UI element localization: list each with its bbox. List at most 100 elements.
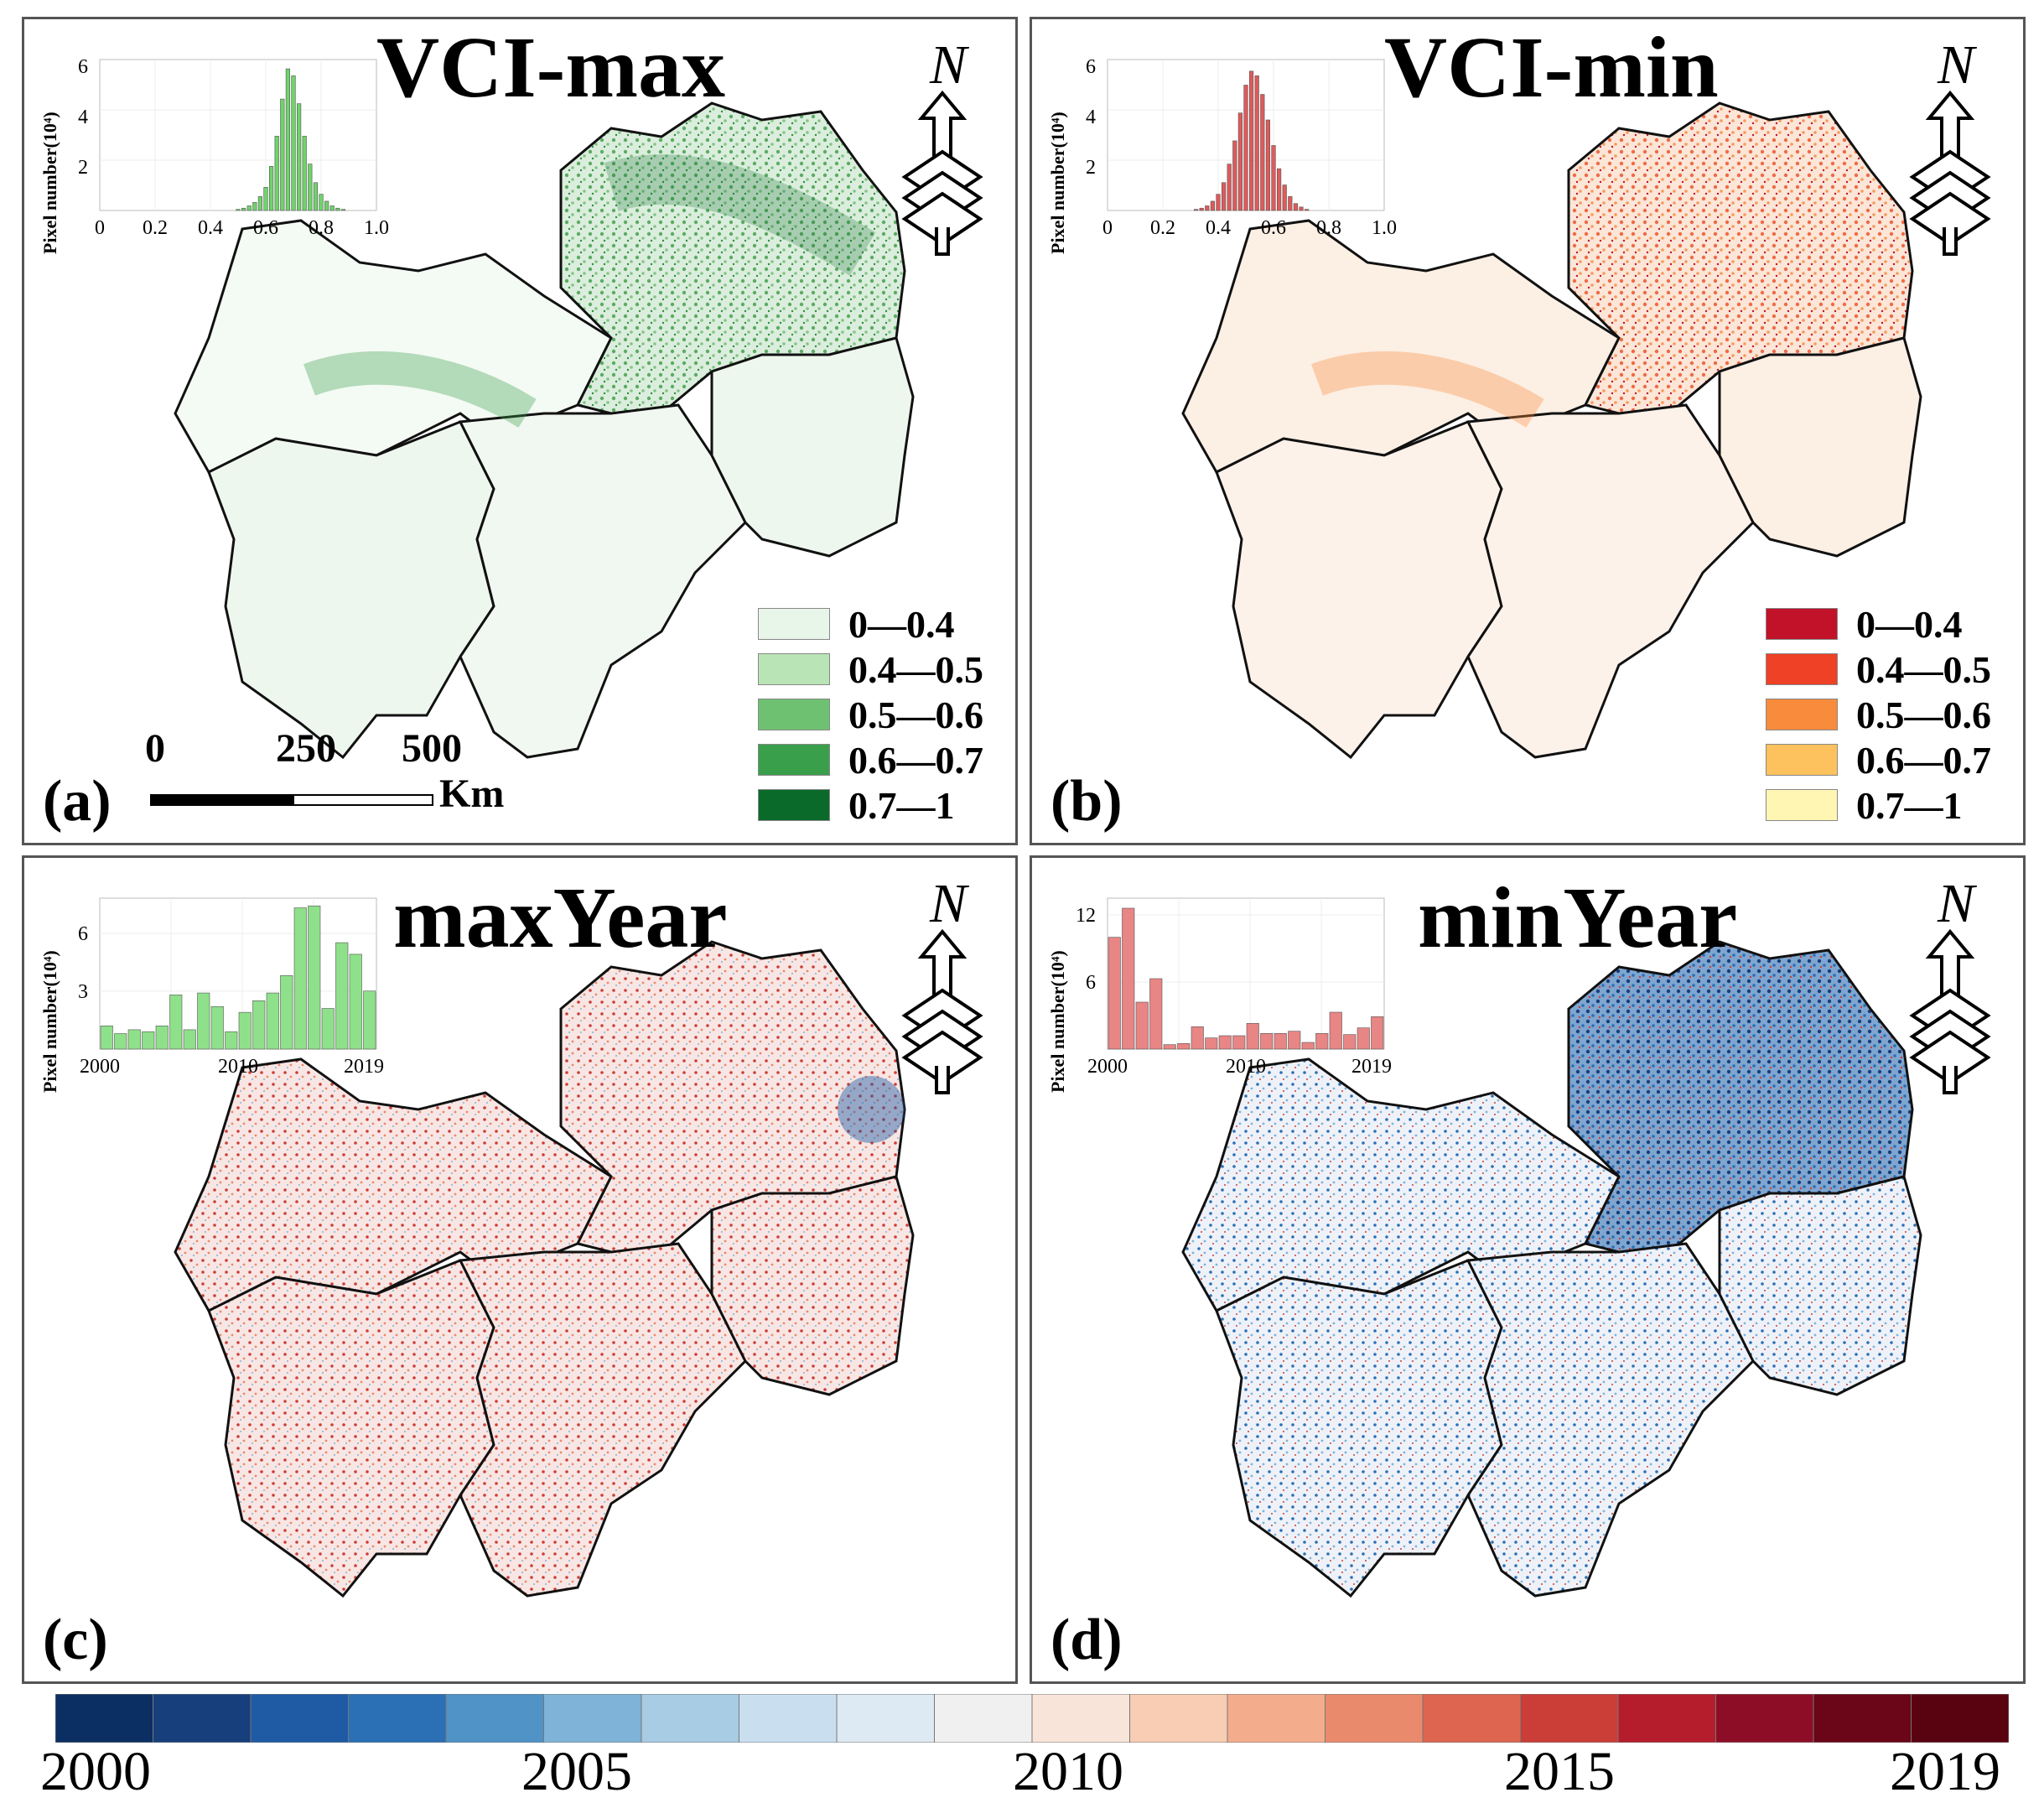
histogram-bar (1246, 1023, 1259, 1050)
x-tick: 0 (95, 217, 105, 239)
histogram-bar (291, 75, 296, 211)
panel-title: minYear (1418, 870, 1738, 966)
histogram-bar (308, 905, 321, 1050)
north-arrow-icon: N (901, 873, 983, 1094)
panel-min-year: minYear Pixel number(10⁴) 12 6 2000 2010… (1030, 855, 2026, 1684)
histogram-bar (1163, 1044, 1176, 1050)
colorbar-segment (1911, 1694, 2009, 1743)
x-tick: 2000 (80, 1056, 120, 1078)
north-arrow-icon: N (1909, 873, 1991, 1094)
y-tick: 6 (78, 923, 88, 945)
legend-swatch (1766, 744, 1838, 776)
svg-text:N: N (1937, 873, 1978, 934)
histogram-bar (241, 207, 246, 211)
histogram-bar (114, 1033, 127, 1050)
legend-label: 0—0.4 (848, 602, 955, 646)
legend-item: 0.5—0.6 (1766, 692, 1991, 737)
histogram-bar (197, 992, 210, 1050)
panel-letter: (b) (1051, 769, 1123, 834)
colorbar-segment (934, 1694, 1033, 1743)
histogram-bar (155, 1026, 169, 1050)
svg-text:N: N (929, 34, 970, 96)
histogram-bar (1260, 1033, 1274, 1050)
histogram-bar (268, 166, 274, 211)
histogram-bar (1293, 203, 1299, 211)
histogram-bar (1232, 140, 1237, 211)
legend-label: 0.5—0.6 (848, 693, 983, 736)
legend-swatch (758, 608, 830, 640)
histogram-bar (329, 205, 335, 211)
colorbar-segment (1227, 1694, 1325, 1743)
y-tick: 6 (1086, 972, 1096, 994)
svg-text:N: N (929, 873, 970, 934)
histogram-bar (1315, 1033, 1329, 1050)
histogram-bar (1288, 1031, 1301, 1050)
legend-item: 0.4—0.5 (1766, 647, 1991, 692)
x-tick: 1.0 (1372, 217, 1397, 239)
legend: 0—0.4 0.4—0.5 0.5—0.6 0.6—0.7 0.7—1 (758, 601, 983, 828)
legend-swatch (1766, 789, 1838, 821)
histogram-bar (308, 164, 313, 211)
x-tick: 2010 (218, 1056, 258, 1078)
y-tick: 6 (1086, 56, 1096, 78)
x-tick: 0.6 (253, 217, 278, 239)
x-tick: 0.4 (198, 217, 223, 239)
histogram-bar (1274, 1033, 1287, 1050)
colorbar-segment (445, 1694, 544, 1743)
histogram-bar (127, 1029, 141, 1050)
y-axis-label: Pixel number(10⁴) (1047, 950, 1068, 1093)
x-tick: 0.4 (1206, 217, 1231, 239)
colorbar-label: 2015 (1504, 1741, 1615, 1802)
histogram-bar (296, 103, 302, 211)
colorbar-segment (1520, 1694, 1619, 1743)
x-tick: 1.0 (364, 217, 389, 239)
scale-tick: 500 (402, 726, 462, 771)
panel-letter: (c) (43, 1608, 108, 1672)
max-year-map (174, 940, 915, 1598)
histogram-bar (169, 995, 183, 1050)
colorbar-label: 2000 (40, 1741, 151, 1802)
histogram-bar (1177, 1043, 1191, 1050)
x-tick: 0.2 (143, 217, 168, 239)
histogram-bar (1288, 196, 1293, 211)
x-tick: 0.8 (1316, 217, 1341, 239)
colorbar-label: 2019 (1890, 1741, 2000, 1802)
y-tick: 4 (1086, 107, 1096, 128)
histogram-bar (363, 990, 376, 1050)
max-year-histogram: Pixel number(10⁴) 6 3 2000 2010 2019 (39, 897, 384, 1093)
histogram-bar (285, 68, 291, 211)
histogram-bar (280, 98, 285, 211)
x-tick: 2010 (1226, 1056, 1266, 1078)
min-year-histogram: Pixel number(10⁴) 12 6 2000 2010 2019 (1047, 897, 1392, 1093)
histogram-bar (349, 953, 362, 1050)
legend-label: 0.6—0.7 (848, 738, 983, 782)
x-tick: 0 (1102, 217, 1113, 239)
legend-label: 0.5—0.6 (1856, 693, 1991, 736)
vci-min-histogram: Pixel number(10⁴) 6 4 2 0 0.2 0.4 0.6 0.… (1047, 56, 1397, 254)
histogram-bar (324, 200, 329, 211)
histogram-bar (293, 907, 307, 1050)
region-outline (1181, 101, 1922, 760)
legend-swatch (758, 789, 830, 821)
colorbar-segment (1422, 1694, 1521, 1743)
histogram-bar (1210, 200, 1216, 211)
legend-swatch (758, 744, 830, 776)
y-axis-label: Pixel number(10⁴) (39, 950, 60, 1093)
histogram-bar (319, 194, 324, 211)
histogram-bar (252, 202, 257, 211)
histogram-bar (1135, 1001, 1149, 1050)
histogram-bar (257, 196, 263, 211)
histogram-bar (1243, 85, 1248, 211)
x-tick: 0.8 (309, 217, 334, 239)
legend-swatch (1766, 608, 1838, 640)
colorbar-label: 2005 (521, 1741, 632, 1802)
legend-swatch (758, 699, 830, 730)
panel-title: VCI-min (1384, 19, 1719, 116)
scale-tick: 0 (145, 726, 165, 771)
legend-item: 0.6—0.7 (1766, 737, 1991, 782)
scale-bar: 0 250 500 Km (145, 722, 504, 831)
colorbar-segment (1325, 1694, 1424, 1743)
legend-label: 0.6—0.7 (1856, 738, 1991, 782)
colorbar-segment (55, 1694, 153, 1743)
histogram-bar (1216, 194, 1221, 211)
